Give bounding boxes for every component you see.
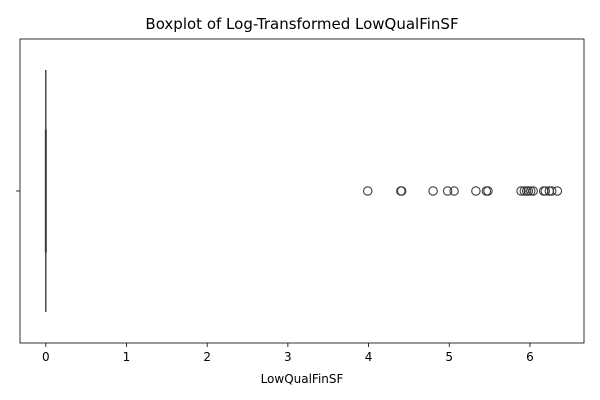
outlier-point (540, 186, 551, 196)
plot-frame (19, 38, 585, 344)
outlier-point (363, 186, 373, 196)
x-tick-label: 0 (42, 350, 50, 364)
outlier-point (525, 186, 536, 196)
outlier-point (552, 186, 563, 196)
outlier-point (449, 186, 459, 196)
outlier-point (546, 186, 557, 196)
outlier-point (528, 186, 538, 196)
x-tick-label: 5 (445, 350, 453, 364)
chart-title: Boxplot of Log-Transformed LowQualFinSF (145, 15, 458, 33)
outlier-point (523, 186, 534, 196)
x-tick-label: 3 (284, 350, 292, 364)
box-plot (44, 70, 47, 312)
x-tick-label: 6 (526, 350, 534, 364)
x-tick-label: 4 (365, 350, 373, 364)
outlier-point (483, 186, 493, 196)
outlier-point (396, 186, 407, 196)
outlier-point (516, 186, 526, 196)
x-tick-label: 2 (203, 350, 211, 364)
x-axis: 0 1 2 3 4 5 6 (42, 343, 534, 364)
x-axis-label: LowQualFinSF (261, 372, 344, 386)
outlier-point (471, 186, 481, 196)
outlier-points (363, 186, 563, 196)
outlier-point (442, 186, 453, 196)
outlier-point (428, 186, 438, 196)
x-tick-label: 1 (123, 350, 131, 364)
